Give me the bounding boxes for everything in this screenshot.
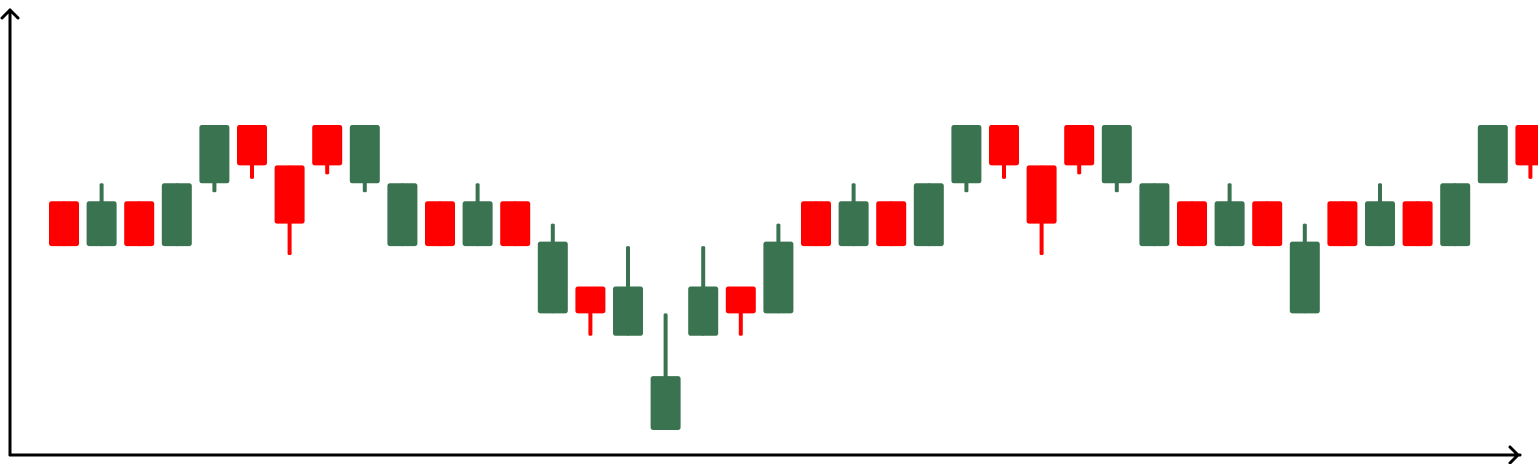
candle-body-down	[237, 125, 267, 166]
candle	[725, 286, 756, 336]
candle-body-down	[575, 286, 606, 314]
candle	[1365, 183, 1395, 247]
candle-body-up	[1477, 125, 1508, 184]
candle	[1440, 183, 1471, 247]
candles-group	[49, 125, 1538, 430]
candle	[161, 183, 192, 247]
candle	[462, 183, 493, 247]
candle-body-down	[1177, 201, 1207, 247]
candle	[1402, 201, 1433, 247]
candle	[989, 125, 1019, 179]
candle	[1477, 125, 1508, 184]
candle-body-down	[124, 201, 155, 247]
candle	[1139, 183, 1170, 247]
axes	[0, 8, 1522, 464]
candle-body-up	[838, 201, 869, 247]
candle-body-down	[425, 201, 455, 247]
candle	[1214, 183, 1245, 247]
candle	[537, 223, 568, 314]
candle-body-down	[1064, 125, 1095, 166]
candle-body-up	[1214, 201, 1245, 247]
candle-body-down	[989, 125, 1019, 166]
candle	[951, 125, 982, 193]
candle	[913, 183, 944, 247]
candle-body-down	[1515, 125, 1538, 166]
candle	[1515, 125, 1538, 179]
candle-body-up	[161, 183, 192, 247]
candle-body-down	[1026, 165, 1057, 224]
candle-body-down	[1402, 201, 1433, 247]
candle-body-down	[49, 201, 79, 247]
candle	[1177, 201, 1207, 247]
candle	[801, 201, 831, 247]
candle	[876, 201, 907, 247]
candle	[1289, 223, 1320, 314]
candle-body-down	[1327, 201, 1358, 247]
candle	[688, 246, 719, 336]
y-axis-arrow-icon	[0, 8, 20, 20]
candle	[1101, 125, 1132, 193]
x-axis-arrow-icon	[1508, 445, 1520, 464]
candle	[500, 201, 531, 247]
candle	[274, 165, 305, 256]
candle-body-down	[801, 201, 831, 247]
candle-body-up	[688, 286, 719, 336]
candle	[1026, 165, 1057, 256]
candle	[1252, 201, 1283, 247]
candle-body-up	[1101, 125, 1132, 184]
candle-body-down	[274, 165, 305, 224]
candle-body-up	[913, 183, 944, 247]
candle-body-down	[500, 201, 531, 247]
candle-body-up	[650, 376, 681, 430]
candle-body-down	[725, 286, 756, 314]
candle	[86, 183, 117, 247]
candle-body-down	[312, 125, 343, 166]
candle	[838, 183, 869, 247]
candle	[613, 246, 643, 336]
candle-body-up	[462, 201, 493, 247]
candle-body-up	[1440, 183, 1471, 247]
candle	[312, 125, 343, 175]
candle-body-up	[537, 241, 568, 314]
candle-body-up	[387, 183, 418, 247]
candle-body-up	[1365, 201, 1395, 247]
candle-body-up	[613, 286, 643, 336]
candle-body-up	[763, 241, 794, 314]
candle	[237, 125, 267, 179]
candle-body-up	[349, 125, 380, 184]
candle	[124, 201, 155, 247]
candle-body-up	[1139, 183, 1170, 247]
candle	[575, 286, 606, 336]
candle	[1064, 125, 1095, 175]
candle	[650, 313, 681, 430]
candle	[387, 183, 418, 247]
candle-body-down	[876, 201, 907, 247]
candle	[349, 125, 380, 193]
candle	[763, 223, 794, 314]
candle-body-up	[199, 125, 230, 184]
candle-body-up	[1289, 241, 1320, 314]
candle-body-up	[951, 125, 982, 184]
candle	[425, 201, 455, 247]
candle	[199, 125, 230, 193]
candle	[1327, 201, 1358, 247]
candle-body-up	[86, 201, 117, 247]
candle	[49, 201, 79, 247]
candle-body-down	[1252, 201, 1283, 247]
